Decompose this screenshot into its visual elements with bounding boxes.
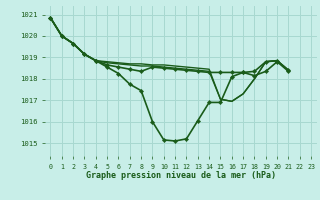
- X-axis label: Graphe pression niveau de la mer (hPa): Graphe pression niveau de la mer (hPa): [86, 171, 276, 180]
